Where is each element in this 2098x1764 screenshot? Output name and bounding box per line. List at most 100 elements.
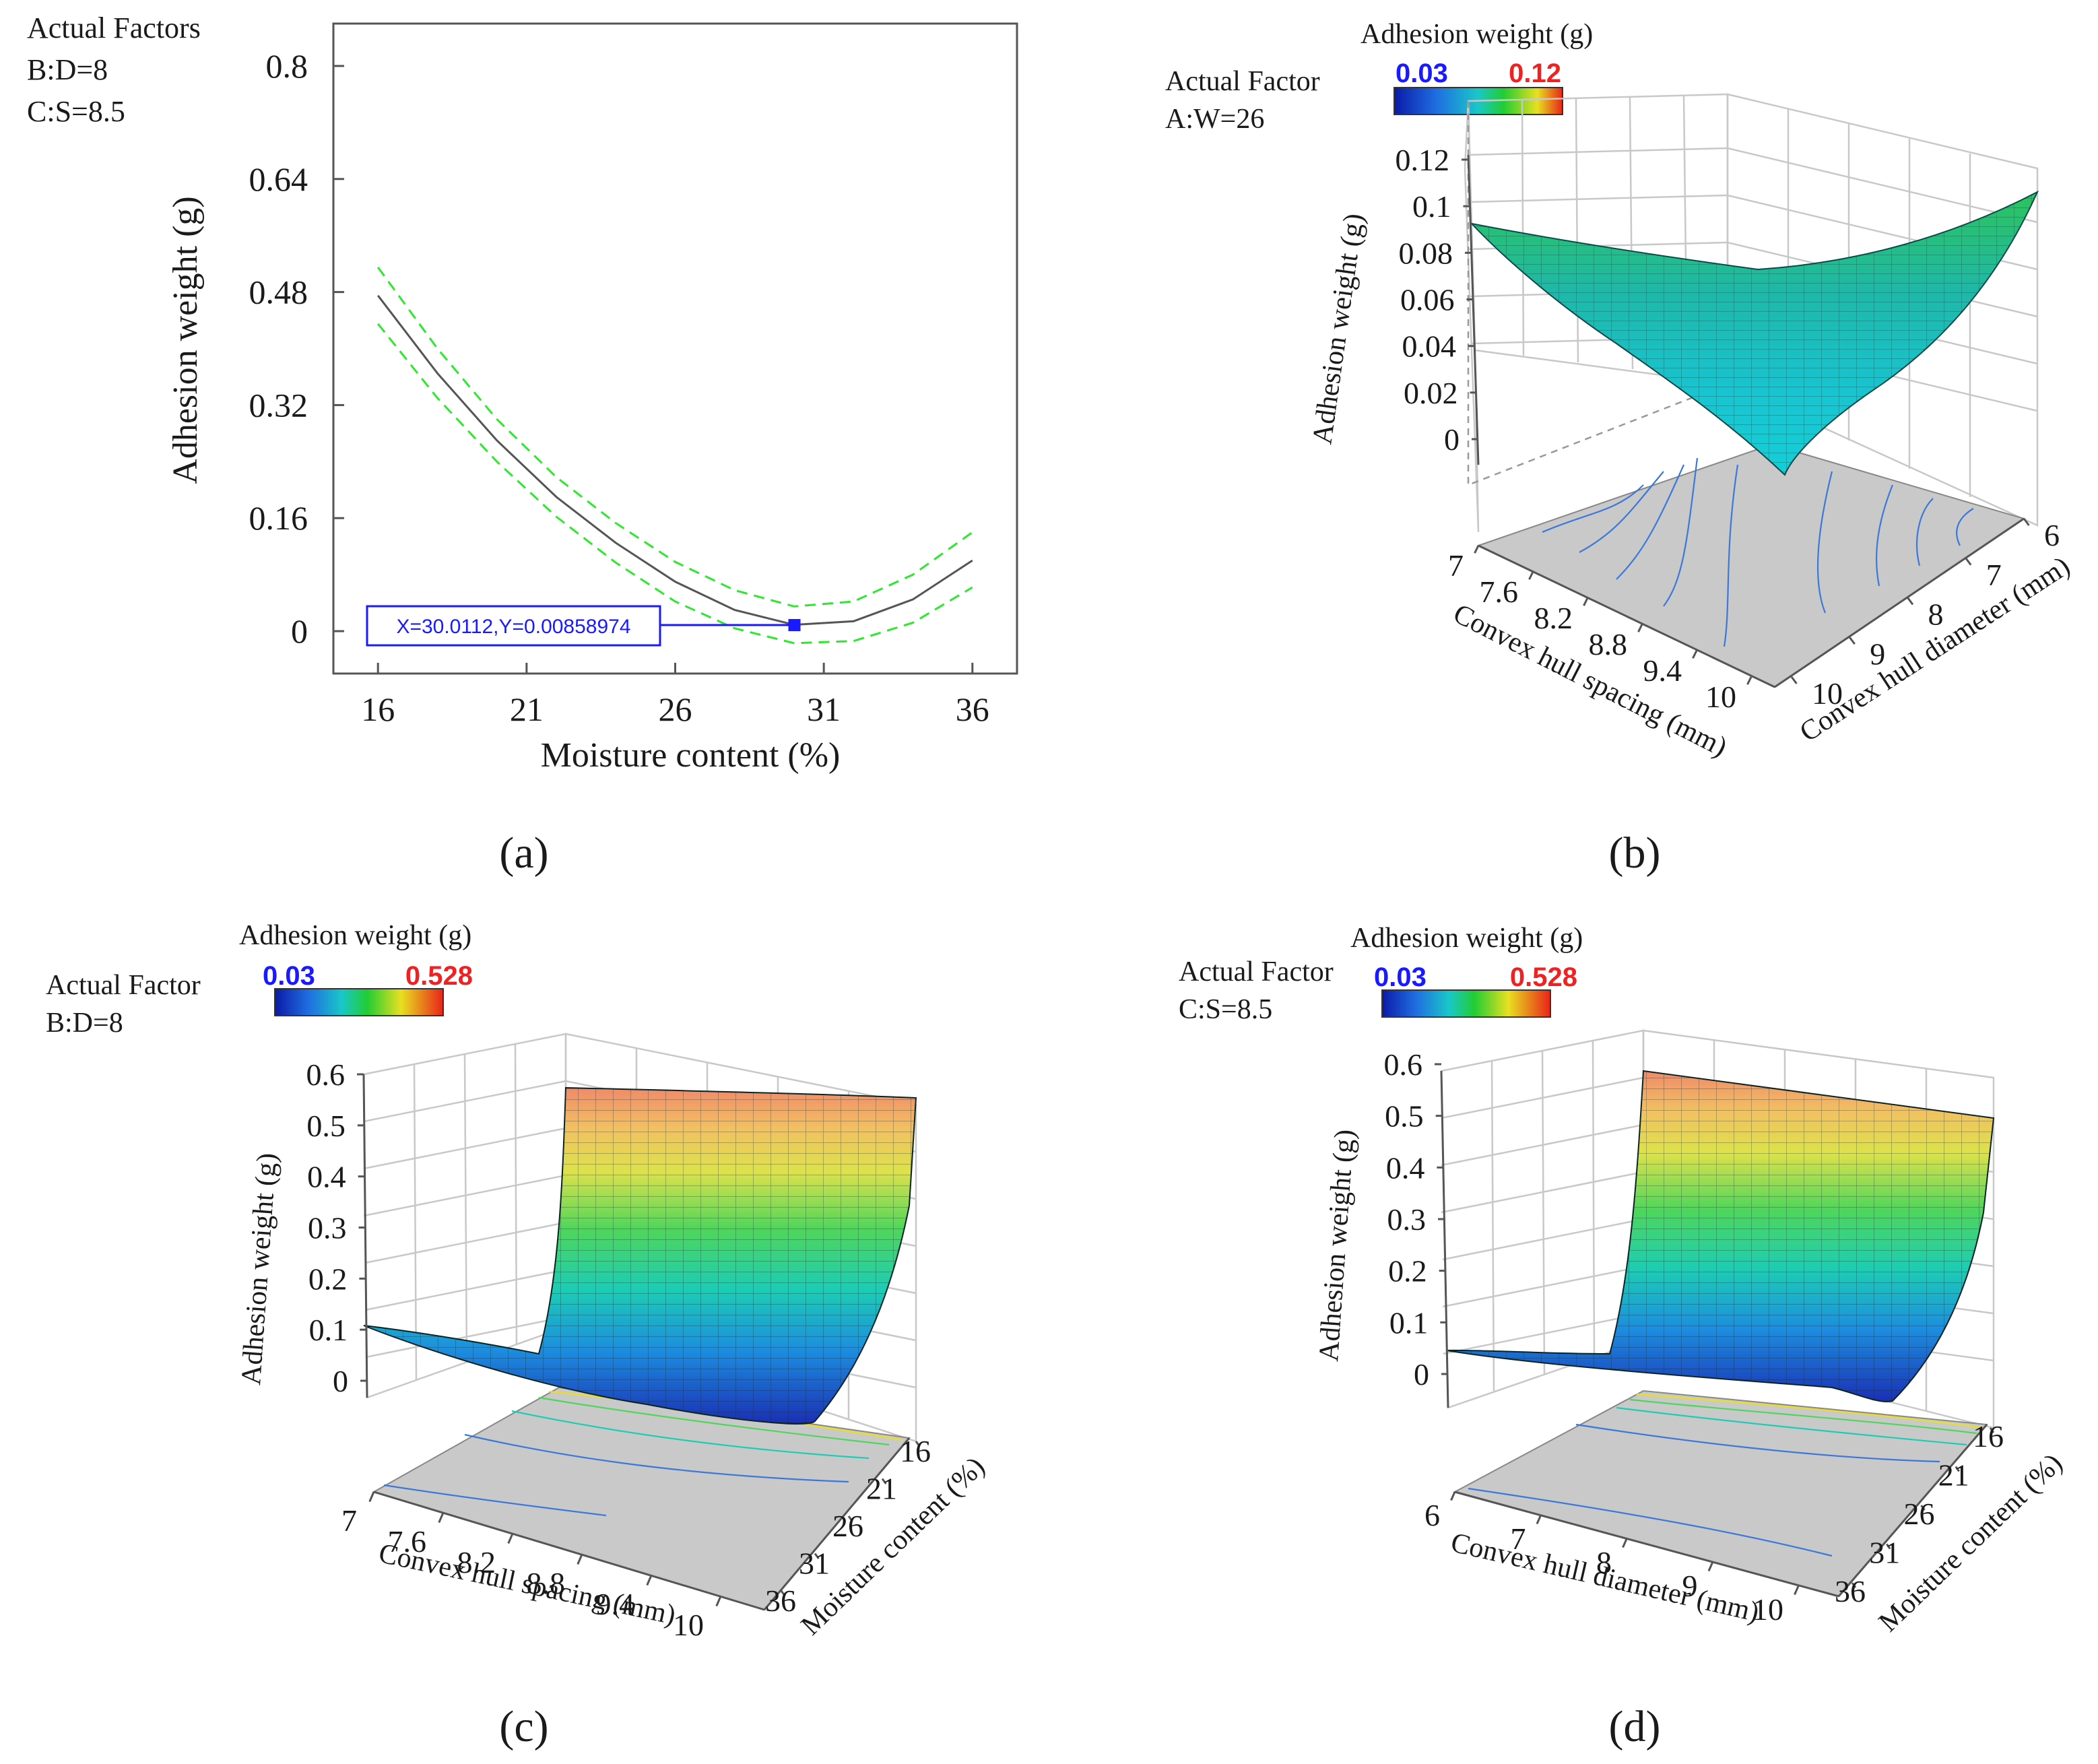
floor-tick-label: 9.4: [1643, 653, 1682, 688]
z-tick-label: 0.5: [306, 1109, 346, 1143]
z-tick-label: 0.12: [1396, 143, 1450, 177]
floor-tick-label: 7: [1448, 548, 1464, 583]
floor-tick: [368, 1491, 375, 1503]
right-axis-ticks: 10 9 8 7 6: [1790, 518, 2060, 711]
panel-c: Adhesion weight (g) 0.03 0.528 Actual Fa…: [46, 920, 991, 1751]
panel-label-c: (c): [499, 1702, 548, 1751]
z-tick-label: 0: [1444, 422, 1460, 457]
z-tick-label: 0.5: [1385, 1099, 1424, 1134]
x-tick-label: 21: [510, 690, 544, 728]
floor-tick-label: 6: [2044, 518, 2060, 552]
x-tick-label: 31: [807, 690, 841, 728]
z-tick-label: 0.1: [1412, 189, 1451, 224]
floor-tick: [814, 1553, 820, 1559]
color-scale-bar: [1381, 989, 1551, 1018]
floor-tick: [1536, 1515, 1542, 1525]
factor-a: A:W=26: [1165, 104, 1264, 135]
floor-contours: [1542, 457, 1974, 647]
floor-tick: [1692, 650, 1698, 659]
floor-tick: [1886, 1543, 1891, 1550]
scale-max: 0.528: [1510, 962, 1577, 992]
x-axis-label: Moisture content (%): [541, 736, 841, 775]
floor-tick-label: 16: [900, 1434, 931, 1468]
scale-title: Adhesion weight (g): [1350, 923, 1583, 954]
floor-contours: [1468, 1393, 1984, 1557]
y-axis-label: Adhesion weight (g): [166, 196, 205, 484]
floor-tick-label: 26: [832, 1509, 863, 1543]
floor-tick-label: 36: [1835, 1574, 1866, 1608]
floor-tick-label: 8.8: [1589, 627, 1628, 661]
floor-tick-label: 9.4: [596, 1587, 635, 1621]
z-ticks: 0 0.1 0.2 0.3 0.4 0.5 0.6: [1384, 1047, 1448, 1392]
x-tick-label: 36: [956, 690, 989, 728]
x-ticks: 16 21 26 31 36: [361, 663, 989, 728]
floor-tick-label: 8.2: [1534, 601, 1573, 635]
optimum-point: [788, 619, 801, 632]
floor-tick: [1707, 1562, 1713, 1572]
color-scale-bar: [274, 988, 444, 1016]
z-tick-label: 0.4: [1386, 1150, 1425, 1185]
plot-frame: [332, 22, 1018, 675]
panel-label-b: (b): [1609, 828, 1661, 878]
point-label: X=30.0112,Y=0.00858974: [396, 616, 630, 638]
factor-b: B:D=8: [46, 1008, 123, 1039]
z-axis: [362, 1074, 368, 1398]
z-tick-label: 0.08: [1399, 236, 1453, 270]
floor-tick: [2023, 518, 2030, 526]
y-tick-label: 0.64: [249, 160, 308, 198]
floor-tick-label: 7: [1511, 1522, 1526, 1556]
right-floor-axis: [1774, 517, 2025, 688]
scale-min: 0.03: [263, 961, 315, 991]
floor-tick: [1474, 545, 1480, 554]
z-ticks: 0 0.02 0.04 0.06 0.08 0.1 0.12: [1396, 143, 1478, 457]
panel-d: Adhesion weight (g) 0.03 0.528 Actual Fa…: [1179, 923, 2068, 1751]
z-axis-label: Adhesion weight (g): [1313, 1128, 1361, 1363]
factor-c: C:S=8.5: [27, 95, 125, 128]
z-axis-label: Adhesion weight (g): [1307, 211, 1370, 446]
floor-tick: [1920, 1505, 1926, 1511]
floor-tick-label: 31: [1869, 1536, 1900, 1570]
series-lines: X=30.0112,Y=0.00858974: [366, 266, 973, 647]
floor-tick: [1955, 1466, 1960, 1472]
floor-tick: [1989, 1427, 1995, 1433]
factor-c: C:S=8.5: [1179, 994, 1272, 1025]
x-tick-label: 16: [361, 690, 395, 728]
scale-min: 0.03: [1396, 59, 1448, 88]
left-floor-axis: [1478, 544, 1775, 688]
floor-tick-label: 10: [1752, 1592, 1783, 1627]
floor-tick-label: 10: [1812, 676, 1843, 711]
floor-tick: [1637, 624, 1643, 632]
factors-title: Actual Factor: [46, 970, 201, 1001]
floor-tick: [715, 1596, 722, 1607]
floor-tick: [507, 1533, 514, 1544]
left-axis-ticks: 7 7.6 8.2 8.8 9.4 10: [341, 1491, 722, 1642]
floor-tick-label: 10: [1705, 680, 1736, 714]
floor-tick-label: 26: [1904, 1497, 1935, 1531]
floor-tick: [1450, 1491, 1456, 1501]
floor-tick: [1851, 1582, 1857, 1588]
y-tick-label: 0.32: [249, 386, 308, 424]
floor-tick-label: 8: [1596, 1545, 1612, 1579]
left-floor-axis: [373, 1491, 765, 1611]
factors-title: Actual Factor: [1165, 66, 1320, 97]
z-tick-label: 0.3: [1387, 1202, 1427, 1237]
z-tick-label: 0.6: [306, 1057, 346, 1092]
floor-tick-label: 7.6: [1480, 575, 1519, 609]
floor-tick: [1849, 636, 1856, 645]
z-tick-label: 0.06: [1400, 283, 1455, 317]
scale-max: 0.528: [405, 961, 473, 991]
floor-tick-label: 9: [1870, 636, 1885, 671]
floor-tick: [1528, 571, 1534, 580]
panel-label-d: (d): [1609, 1702, 1661, 1751]
floor-tick: [1794, 1586, 1800, 1596]
floor-tick-label: 6: [1424, 1498, 1440, 1532]
floor-tick: [1965, 557, 1972, 566]
floor-tick: [1622, 1538, 1628, 1548]
z-tick-label: 0.04: [1402, 329, 1457, 364]
scale-title: Adhesion weight (g): [1361, 19, 1593, 50]
floor-tick-label: 10: [673, 1608, 704, 1642]
floor-tick-label: 8.8: [527, 1566, 566, 1600]
floor-tick-label: 9: [1682, 1569, 1698, 1603]
